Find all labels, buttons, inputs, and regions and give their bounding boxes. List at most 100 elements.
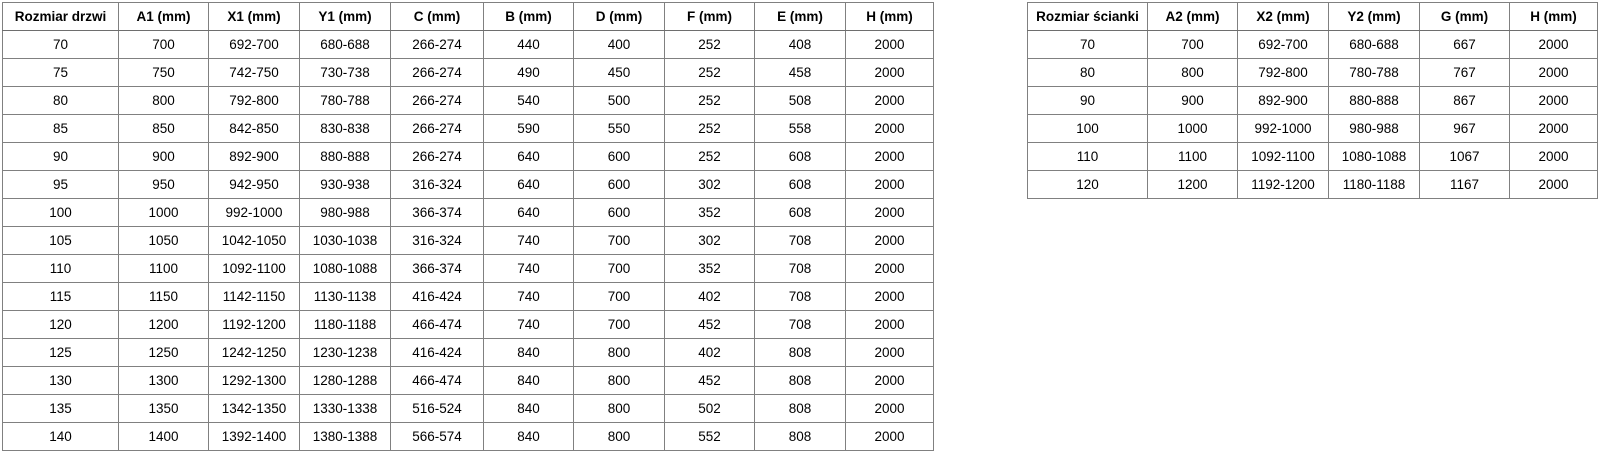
table-cell: 1400	[118, 422, 209, 451]
table-cell: 120	[1027, 170, 1148, 199]
table-cell: 302	[664, 226, 755, 255]
table-cell: 316-324	[390, 226, 484, 255]
column-header: D (mm)	[573, 2, 665, 31]
table-cell: 400	[573, 30, 665, 59]
table-cell: 75	[2, 58, 119, 87]
table-row: 100 1000 992-1000 980-988 366-374 640 600 352 60…	[2, 198, 934, 227]
table-cell: 867	[1419, 86, 1510, 115]
table-row: 90 900 892-900 880-888 266-274 640 600 252 608 20…	[2, 142, 934, 171]
table-cell: 490	[483, 58, 574, 87]
table-cell: 540	[483, 86, 574, 115]
table-cell: 808	[754, 394, 846, 423]
table-cell: 266-274	[390, 86, 484, 115]
table-row: 95 950 942-950 930-938 316-324 640 600 302 608 20…	[2, 170, 934, 199]
table-cell: 900	[118, 142, 209, 171]
table-cell: 100	[1027, 114, 1148, 143]
table-row: 125 1250 1242-1250 1230-1238 416-424 840 800 40…	[2, 338, 934, 367]
table-row: 85 850 842-850 830-838 266-274 590 550 252 558 20…	[2, 114, 934, 143]
table-cell: 1342-1350	[208, 394, 300, 423]
table-cell: 1150	[118, 282, 209, 311]
table-cell: 70	[1027, 30, 1148, 59]
table-cell: 850	[118, 114, 209, 143]
column-header: B (mm)	[483, 2, 574, 31]
table-cell: 1230-1238	[299, 338, 391, 367]
header-row: Rozmiar drzwi A1 (mm) X1 (mm) Y1 (mm) C (mm)…	[2, 2, 934, 31]
table-cell: 2000	[845, 366, 934, 395]
table-cell: 252	[664, 58, 755, 87]
table-cell: 1280-1288	[299, 366, 391, 395]
table-cell: 266-274	[390, 142, 484, 171]
table-cell: 692-700	[208, 30, 300, 59]
wall-size-table: Rozmiar ścianki A2 (mm) X2 (mm) Y2 (mm) G (m…	[1027, 2, 1598, 199]
table-cell: 352	[664, 254, 755, 283]
table-cell: 252	[664, 114, 755, 143]
column-header: X1 (mm)	[208, 2, 300, 31]
table-cell: 408	[754, 30, 846, 59]
table-body: 70 700 692-700 680-688 266-274 440 400 252 408 20…	[2, 30, 934, 451]
table-cell: 252	[664, 30, 755, 59]
table-cell: 70	[2, 30, 119, 59]
table-cell: 708	[754, 226, 846, 255]
table-cell: 2000	[845, 338, 934, 367]
table-cell: 800	[573, 338, 665, 367]
table-cell: 1200	[118, 310, 209, 339]
table-cell: 600	[573, 198, 665, 227]
table-cell: 115	[2, 282, 119, 311]
table-cell: 1080-1088	[299, 254, 391, 283]
table-cell: 266-274	[390, 58, 484, 87]
table-cell: 1050	[118, 226, 209, 255]
table-cell: 402	[664, 282, 755, 311]
table-cell: 1042-1050	[208, 226, 300, 255]
table-row: 120 1200 1192-1200 1180-1188 1167 2000	[1027, 170, 1598, 199]
table-cell: 2000	[845, 30, 934, 59]
column-header: E (mm)	[754, 2, 846, 31]
table-cell: 2000	[1509, 170, 1598, 199]
table-cell: 450	[573, 58, 665, 87]
table-cell: 2000	[1509, 142, 1598, 171]
table-row: 120 1200 1192-1200 1180-1188 466-474 740 700 45…	[2, 310, 934, 339]
table-cell: 1080-1088	[1328, 142, 1420, 171]
table-cell: 458	[754, 58, 846, 87]
table-cell: 1350	[118, 394, 209, 423]
table-cell: 930-938	[299, 170, 391, 199]
table-cell: 600	[573, 142, 665, 171]
column-header: A2 (mm)	[1147, 2, 1238, 31]
table-cell: 266-274	[390, 30, 484, 59]
table-cell: 302	[664, 170, 755, 199]
table-cell: 352	[664, 198, 755, 227]
table-row: 110 1100 1092-1100 1080-1088 1067 2000	[1027, 142, 1598, 171]
table-cell: 2000	[1509, 30, 1598, 59]
table-cell: 316-324	[390, 170, 484, 199]
table-row: 75 750 742-750 730-738 266-274 490 450 252 458 20…	[2, 58, 934, 87]
table-cell: 266-274	[390, 114, 484, 143]
table-cell: 608	[754, 170, 846, 199]
table-cell: 2000	[845, 422, 934, 451]
table-cell: 2000	[845, 394, 934, 423]
table-cell: 800	[573, 422, 665, 451]
table-cell: 135	[2, 394, 119, 423]
table-cell: 640	[483, 198, 574, 227]
table-cell: 110	[1027, 142, 1148, 171]
table-cell: 1142-1150	[208, 282, 300, 311]
table-cell: 1180-1188	[1328, 170, 1420, 199]
table-cell: 2000	[845, 226, 934, 255]
table-cell: 590	[483, 114, 574, 143]
column-header: A1 (mm)	[118, 2, 209, 31]
table-cell: 1242-1250	[208, 338, 300, 367]
table-cell: 516-524	[390, 394, 484, 423]
table-cell: 452	[664, 310, 755, 339]
table-cell: 840	[483, 394, 574, 423]
table-cell: 892-900	[1237, 86, 1329, 115]
table-cell: 900	[1147, 86, 1238, 115]
table-cell: 708	[754, 282, 846, 311]
table-cell: 1300	[118, 366, 209, 395]
table-row: 105 1050 1042-1050 1030-1038 316-324 740 700 30…	[2, 226, 934, 255]
table-cell: 120	[2, 310, 119, 339]
table-cell: 1250	[118, 338, 209, 367]
table-cell: 100	[2, 198, 119, 227]
column-header: H (mm)	[845, 2, 934, 31]
table-cell: 140	[2, 422, 119, 451]
table-row: 70 700 692-700 680-688 667 2000	[1027, 30, 1598, 59]
table-cell: 740	[483, 310, 574, 339]
table-cell: 2000	[845, 254, 934, 283]
